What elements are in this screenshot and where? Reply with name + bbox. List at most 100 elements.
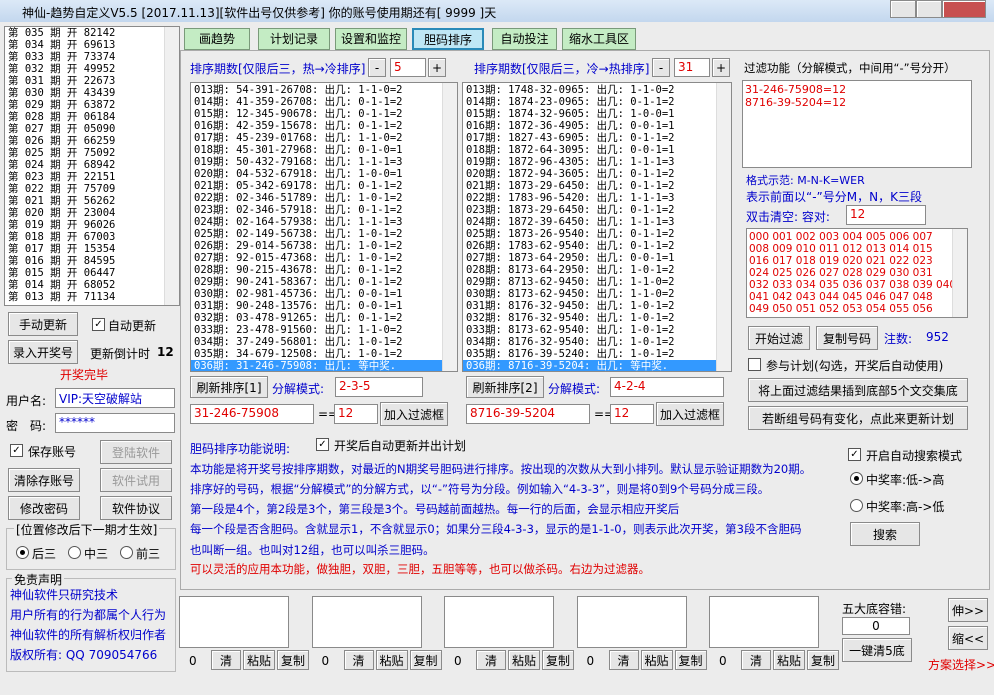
hot-row[interactable]: 029期: 90-241-58367: 出几: 0-1-1=2 xyxy=(194,276,403,288)
cold-row[interactable]: 022期: 1783-96-5420: 出几: 1-1-1=3 xyxy=(466,192,675,204)
history-row[interactable]: 第 014 期 开 68052 xyxy=(8,279,116,291)
cold-row[interactable]: 024期: 1872-39-6450: 出几: 1-1-1=3 xyxy=(466,216,675,228)
cold-row[interactable]: 013期: 1748-32-0965: 出几: 1-1-0=2 xyxy=(466,84,675,96)
hot-row[interactable]: 036期: 31-246-75908: 出几: 等中奖. xyxy=(191,360,443,371)
tab-active[interactable]: 胆码排序 xyxy=(412,28,484,50)
hot-row[interactable]: 022期: 02-346-51789: 出几: 1-0-1=2 xyxy=(194,192,403,204)
password[interactable]: ****** xyxy=(55,413,175,433)
search-button[interactable]: 搜索 xyxy=(850,522,920,546)
tolerance[interactable]: 12 xyxy=(334,404,378,424)
base-copy[interactable]: 复制 xyxy=(542,650,574,670)
hot-row[interactable]: 017期: 45-239-01768: 出几: 1-1-0=2 xyxy=(194,132,403,144)
cold-row[interactable]: 021期: 1873-29-6450: 出几: 0-1-1=2 xyxy=(466,180,675,192)
base-textarea[interactable] xyxy=(709,596,819,648)
base-paste[interactable]: 粘贴 xyxy=(243,650,275,670)
maximize[interactable] xyxy=(916,0,942,18)
cold-row[interactable]: 025期: 1873-26-9540: 出几: 0-1-1=2 xyxy=(466,228,675,240)
base-textarea[interactable] xyxy=(444,596,554,648)
start-filter[interactable]: 开始过滤 xyxy=(748,326,810,350)
history-row[interactable]: 第 028 期 开 06184 xyxy=(8,111,116,123)
trial[interactable]: 软件试用 xyxy=(100,468,172,492)
hot-row[interactable]: 016期: 42-359-15678: 出几: 0-1-1=2 xyxy=(194,120,403,132)
base-copy[interactable]: 复制 xyxy=(807,650,839,670)
base-clear[interactable]: 清 xyxy=(343,650,374,670)
cold-row[interactable]: 020期: 1872-94-3605: 出几: 0-1-1=2 xyxy=(466,168,675,180)
history-row[interactable]: 第 020 期 开 23004 xyxy=(8,207,116,219)
cold-row[interactable]: 015期: 1874-32-9605: 出几: 1-0-0=1 xyxy=(466,108,675,120)
history-row[interactable]: 第 018 期 开 67003 xyxy=(8,231,116,243)
auto-plan-checkbox[interactable]: ✓ xyxy=(316,438,329,451)
agreement[interactable]: 软件协议 xyxy=(100,496,172,520)
base-paste[interactable]: 粘贴 xyxy=(773,650,805,670)
base-clear[interactable]: 清 xyxy=(608,650,639,670)
history-row[interactable]: 第 015 期 开 06447 xyxy=(8,267,116,279)
base-textarea[interactable] xyxy=(311,596,422,648)
base-copy[interactable]: 复制 xyxy=(674,650,707,670)
hot-row[interactable]: 028期: 90-215-43678: 出几: 0-1-1=2 xyxy=(194,264,403,276)
tab[interactable]: 缩水工具区 xyxy=(562,28,636,50)
base-paste[interactable]: 粘贴 xyxy=(508,650,540,670)
cold-row[interactable]: 030期: 8173-62-9450: 出几: 1-1-0=2 xyxy=(466,288,675,300)
hot-row[interactable]: 026期: 29-014-56738: 出几: 1-0-1=2 xyxy=(194,240,403,252)
username[interactable]: VIP:天空破解站 xyxy=(55,388,175,408)
history-row[interactable]: 第 023 期 开 22151 xyxy=(8,171,116,183)
base-copy[interactable]: 复制 xyxy=(409,650,442,670)
hot-row[interactable]: 034期: 37-249-56801: 出几: 1-0-1=2 xyxy=(194,336,403,348)
base-textarea[interactable] xyxy=(179,596,289,648)
mode[interactable]: 2-3-5 xyxy=(335,377,423,397)
cold-row[interactable]: 034期: 8176-32-9540: 出几: 1-0-1=2 xyxy=(466,336,675,348)
add-filter[interactable]: 加入过滤框 xyxy=(656,402,724,426)
base-paste[interactable]: 粘贴 xyxy=(375,650,408,670)
base-textarea[interactable] xyxy=(576,596,687,648)
shrink[interactable]: 缩<< xyxy=(948,626,988,650)
base-tolerance[interactable]: 0 xyxy=(842,617,910,635)
periods[interactable]: 31 xyxy=(674,58,710,77)
join-plan-checkbox[interactable] xyxy=(748,358,761,371)
order-radio[interactable] xyxy=(850,499,863,512)
close[interactable] xyxy=(942,0,986,18)
hot-row[interactable]: 031期: 90-248-13576: 出几: 0-0-1=1 xyxy=(194,300,403,312)
refresh[interactable]: 刷新排序[2] xyxy=(466,376,544,398)
history-row[interactable]: 第 030 期 开 43439 xyxy=(8,87,116,99)
minus[interactable]: - xyxy=(652,58,670,77)
auto-search-checkbox[interactable]: ✓ xyxy=(848,448,861,461)
base-clear[interactable]: 清 xyxy=(741,650,771,670)
base-clear[interactable]: 清 xyxy=(211,650,241,670)
tab[interactable]: 计划记录 xyxy=(258,28,330,50)
hot-row[interactable]: 023期: 02-346-57918: 出几: 0-1-1=2 xyxy=(194,204,403,216)
cold-row[interactable]: 033期: 8173-62-9540: 出几: 1-0-1=2 xyxy=(466,324,675,336)
hot-row[interactable]: 019期: 50-432-79168: 出几: 1-1-1=3 xyxy=(194,156,403,168)
position-radio[interactable] xyxy=(68,546,81,559)
result[interactable]: 8716-39-5204 xyxy=(466,404,590,424)
tab[interactable]: 画趋势 xyxy=(184,28,250,50)
history-row[interactable]: 第 026 期 开 66259 xyxy=(8,135,116,147)
hot-row[interactable]: 021期: 05-342-69178: 出几: 0-1-1=2 xyxy=(194,180,403,192)
filter-entries[interactable]: 31-246-75908=12 8716-39-5204=12 xyxy=(742,80,972,168)
cold-row[interactable]: 028期: 8173-64-2950: 出几: 1-0-1=2 xyxy=(466,264,675,276)
cold-row[interactable]: 016期: 1872-36-4905: 出几: 0-0-1=1 xyxy=(466,120,675,132)
expand[interactable]: 伸>> xyxy=(948,598,988,622)
cold-row[interactable]: 029期: 8713-62-9450: 出几: 1-1-0=2 xyxy=(466,276,675,288)
position-radio[interactable] xyxy=(120,546,133,559)
hot-row[interactable]: 027期: 92-015-47368: 出几: 1-0-1=2 xyxy=(194,252,403,264)
hot-row[interactable]: 033期: 23-478-91560: 出几: 1-1-0=2 xyxy=(194,324,403,336)
history-row[interactable]: 第 029 期 开 63872 xyxy=(8,99,116,111)
minimize[interactable] xyxy=(890,0,916,18)
hot-row[interactable]: 024期: 02-164-57938: 出几: 1-1-1=3 xyxy=(194,216,403,228)
cold-row[interactable]: 023期: 1873-29-6450: 出几: 0-1-1=2 xyxy=(466,204,675,216)
clear-account[interactable]: 清除存账号 xyxy=(8,468,80,492)
history-row[interactable]: 第 024 期 开 68942 xyxy=(8,159,116,171)
login[interactable]: 登陆软件 xyxy=(100,440,172,464)
history-row[interactable]: 第 021 期 开 56262 xyxy=(8,195,116,207)
hot-row[interactable]: 025期: 02-149-56738: 出几: 1-0-1=2 xyxy=(194,228,403,240)
hot-row[interactable]: 035期: 34-679-12508: 出几: 1-0-1=2 xyxy=(194,348,403,360)
cold-row[interactable]: 026期: 1783-62-9540: 出几: 0-1-1=2 xyxy=(466,240,675,252)
cold-row[interactable]: 035期: 8176-39-5240: 出几: 1-0-1=2 xyxy=(466,348,675,360)
history-row[interactable]: 第 016 期 开 84595 xyxy=(8,255,116,267)
insert-bases[interactable]: 将上面过滤结果插到底部5个文交集底 xyxy=(748,378,968,402)
plus[interactable]: + xyxy=(428,58,446,77)
base-clear[interactable]: 清 xyxy=(476,650,506,670)
position-radio[interactable] xyxy=(16,546,29,559)
hot-row[interactable]: 018期: 45-301-27968: 出几: 0-1-0=1 xyxy=(194,144,403,156)
plus[interactable]: + xyxy=(712,58,730,77)
